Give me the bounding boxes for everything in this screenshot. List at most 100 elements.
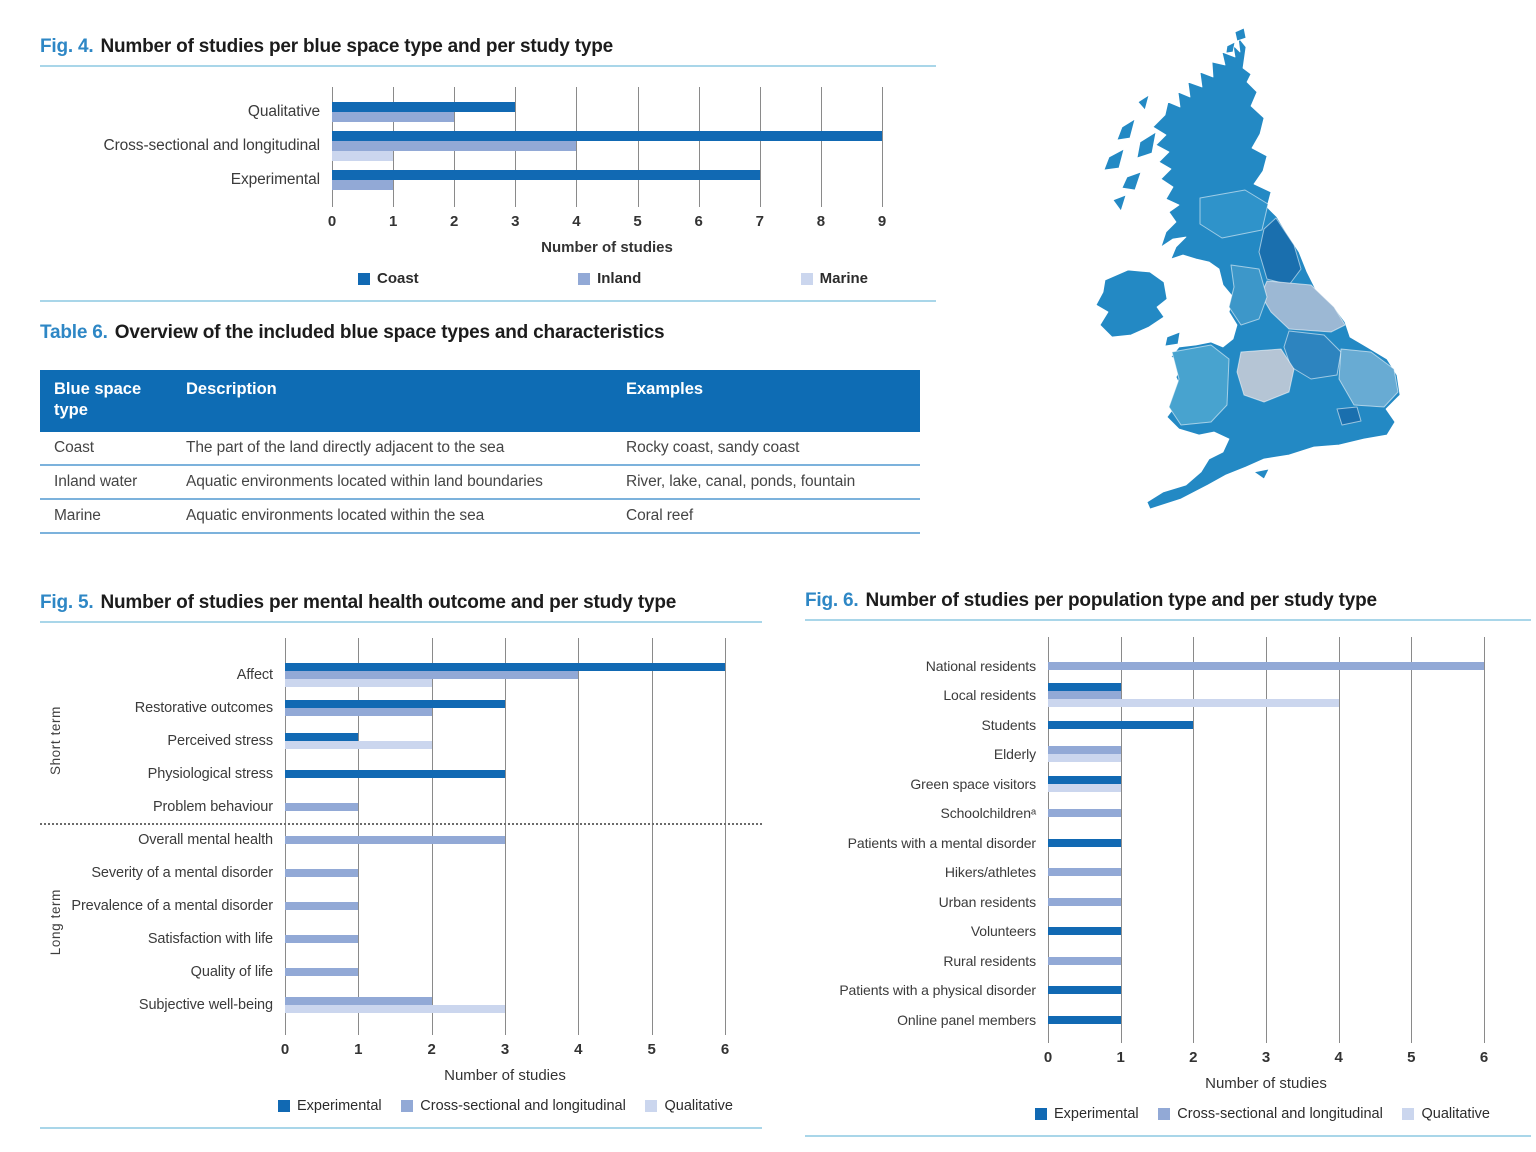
- category-label: Prevalence of a mental disorder: [71, 897, 273, 914]
- bar-cross-sectional-and-longitudinal: [285, 802, 359, 811]
- x-tick: 4: [572, 213, 581, 230]
- bar-cross-sectional-and-longitudinal: [285, 868, 359, 877]
- table-header-row: Blue space type Description Examples: [40, 370, 920, 432]
- gridline: [578, 638, 580, 1035]
- gridline: [1338, 637, 1340, 1043]
- category-label-column: Qualitative Cross-sectional and longitudi…: [40, 87, 332, 207]
- fig5-plot-area: Short term Long term Affect Restorative out…: [40, 638, 762, 1035]
- legend-item: Cross-sectional and longitudinal: [1158, 1106, 1383, 1122]
- legend-label: Cross-sectional and longitudinal: [1177, 1105, 1383, 1122]
- gridline: [820, 87, 822, 207]
- bar-row: [1048, 887, 1484, 917]
- title-rule: [40, 621, 762, 623]
- legend-swatch: [358, 272, 370, 285]
- gridline: [1266, 637, 1267, 1043]
- bar-row: [1048, 710, 1484, 740]
- bar-row: [1048, 1005, 1484, 1035]
- bar-qualitative: [285, 740, 432, 749]
- bar-row: [1048, 976, 1484, 1006]
- category-label: Qualitative: [247, 103, 320, 120]
- bar-cross-sectional-and-longitudinal: [285, 670, 579, 679]
- map-northern-ireland: [1095, 269, 1168, 338]
- x-tick: 1: [354, 1041, 363, 1058]
- gridline: [1120, 637, 1122, 1043]
- category-label: Volunteers: [970, 923, 1036, 940]
- x-tick: 4: [574, 1041, 583, 1058]
- figure-4-caption: Number of studies per blue space type an…: [100, 36, 614, 57]
- bar-inland: [332, 112, 455, 122]
- bar-qualitative: [285, 1004, 505, 1013]
- bar-row: [285, 823, 725, 856]
- category-label: Elderly: [993, 746, 1036, 763]
- legend: Experimental Cross-sectional and longitud…: [1035, 1106, 1490, 1122]
- bar-row: [285, 790, 725, 823]
- x-tick: 7: [755, 213, 764, 230]
- bar-row: [1048, 681, 1484, 711]
- legend-item: Qualitative: [645, 1098, 733, 1114]
- bar-row: [1048, 858, 1484, 888]
- gridline: [1193, 637, 1195, 1043]
- legend-swatch: [645, 1100, 658, 1112]
- gridline: [1411, 637, 1413, 1043]
- category-label: Overall mental health: [138, 831, 273, 848]
- figure-6-caption: Number of studies per population type an…: [865, 590, 1378, 611]
- bar-row: [1048, 917, 1484, 947]
- blue-space-table: Blue space type Description Examples Coast T…: [40, 370, 920, 534]
- legend-label: Coast: [377, 270, 419, 287]
- bar-row: [332, 129, 882, 163]
- group-label: Short term: [47, 705, 63, 776]
- category-label: Restorative outcomes: [134, 699, 273, 716]
- gridline: [882, 87, 883, 207]
- bar-row: [285, 724, 725, 757]
- category-label: Schoolchildrenᵃ: [940, 805, 1036, 822]
- legend-label: Qualitative: [664, 1098, 733, 1114]
- map-region-east-midlands: [1283, 330, 1342, 380]
- gridline: [725, 638, 726, 1035]
- figure-6-title: Fig. 6. Number of studies per population …: [805, 590, 1531, 612]
- category-label: Hikers/athletes: [944, 864, 1036, 881]
- x-tick: 3: [500, 1041, 510, 1058]
- bar-cross-sectional-and-longitudinal: [1048, 897, 1121, 906]
- figure-4-number: Fig. 4.: [40, 36, 94, 57]
- bar-experimental: [1048, 927, 1121, 936]
- bar-cross-sectional-and-longitudinal: [1048, 868, 1121, 877]
- figure-4-bottom-rule: [40, 300, 936, 302]
- gridline: [698, 87, 700, 207]
- figure-4-title: Fig. 4. Number of studies per blue space …: [40, 36, 936, 58]
- bar-coast: [332, 102, 516, 112]
- bar-row: [285, 988, 725, 1021]
- fig6-chart: National residents Local residents Student…: [805, 637, 1531, 1122]
- bar-experimental: [1048, 683, 1121, 692]
- bar-row: [1048, 946, 1484, 976]
- title-rule: [40, 65, 936, 67]
- category-label: Severity of a mental disorder: [91, 864, 273, 881]
- bar-experimental: [285, 769, 505, 778]
- bar-experimental: [1048, 986, 1121, 995]
- gridline: [759, 87, 761, 207]
- bar-cross-sectional-and-longitudinal: [1048, 661, 1484, 670]
- map-region-wales: [1168, 344, 1230, 426]
- legend-item: Inland: [578, 270, 641, 287]
- x-tick: 8: [816, 213, 826, 230]
- column-header: Blue space type: [40, 370, 172, 432]
- fig5-chart: Short term Long term Affect Restorative out…: [40, 638, 762, 1114]
- bar-row: [285, 955, 725, 988]
- figure-5-title: Fig. 5. Number of studies per mental heal…: [40, 592, 762, 614]
- plot-grid: [1048, 637, 1485, 1043]
- group-label-column: Short term Long term: [40, 638, 70, 1035]
- title-rule: [805, 619, 1531, 621]
- bar-row: [1048, 799, 1484, 829]
- gridline: [505, 638, 506, 1035]
- figure-6-number: Fig. 6.: [805, 590, 859, 611]
- category-label: Cross-sectional and longitudinal: [103, 137, 320, 154]
- bar-experimental: [1048, 720, 1194, 729]
- bar-coast: [332, 131, 882, 141]
- x-tick: 3: [1261, 1048, 1271, 1066]
- table-6: Table 6. Overview of the included blue sp…: [40, 322, 936, 534]
- category-label: National residents: [925, 657, 1036, 674]
- x-tick: 0: [1043, 1048, 1053, 1066]
- x-tick: 0: [280, 1041, 290, 1058]
- column-header: Examples: [612, 370, 920, 432]
- blue-space-table-host: Blue space type Description Examples Coast T…: [40, 370, 936, 534]
